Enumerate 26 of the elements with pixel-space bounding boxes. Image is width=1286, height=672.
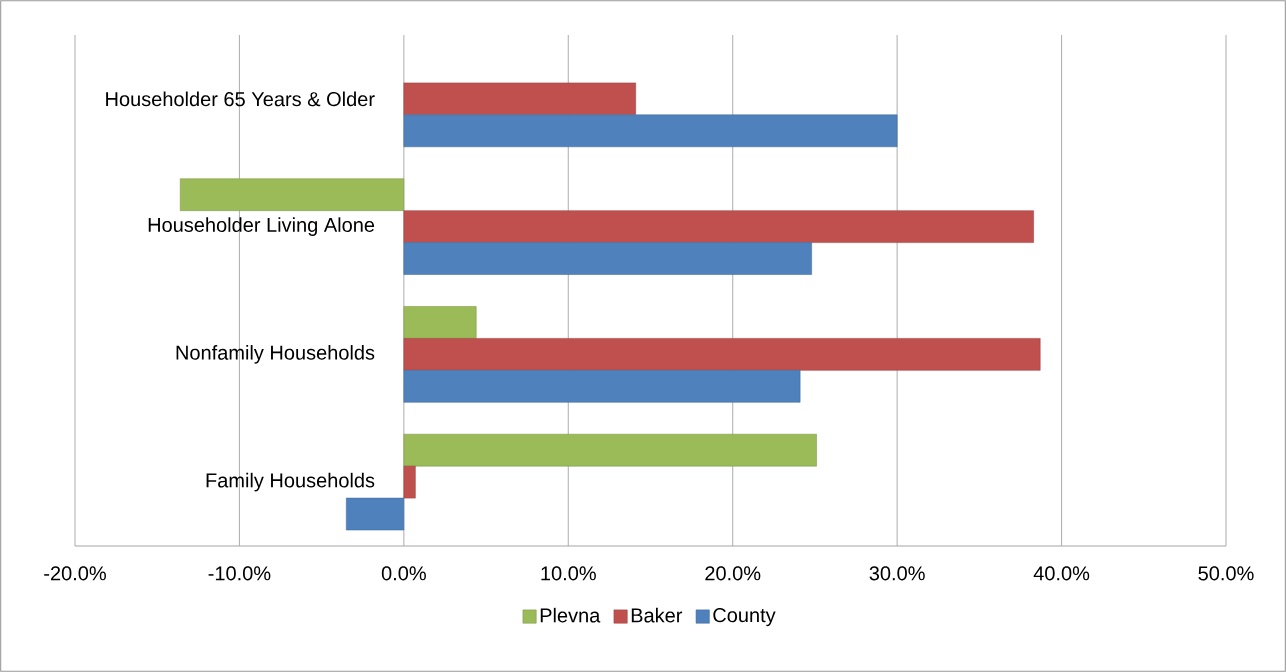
bar [403,433,817,467]
bar [179,178,405,211]
y-tick-label: Householder Living Alone [148,217,375,236]
bar [403,370,801,403]
y-tick-label: Householder 65 Years & Older [106,91,375,107]
bar [403,242,812,275]
x-tick-label: 50.0% [1198,566,1254,581]
bar [403,338,1041,371]
x-tick-label: 10.0% [541,566,596,581]
x-tick-label: 0.0% [381,566,426,581]
y-tick-label: Nonfamily Households [176,345,375,364]
bar [403,465,416,499]
x-tick-label: 30.0% [869,566,925,581]
x-tick-label: 20.0% [705,566,761,581]
legend-label: Plevna [540,607,601,623]
x-tick-label: -10.0% [208,566,271,581]
bar [346,497,405,531]
x-tick-label: -20.0% [44,566,106,581]
bar [403,114,898,148]
legend-label: Baker [631,607,683,623]
y-tick-label: Family Households [206,472,375,492]
legend-label: County [713,608,776,627]
bar [403,306,477,339]
bar [403,210,1034,243]
bar [403,82,636,116]
x-tick-label: 40.0% [1033,566,1090,581]
